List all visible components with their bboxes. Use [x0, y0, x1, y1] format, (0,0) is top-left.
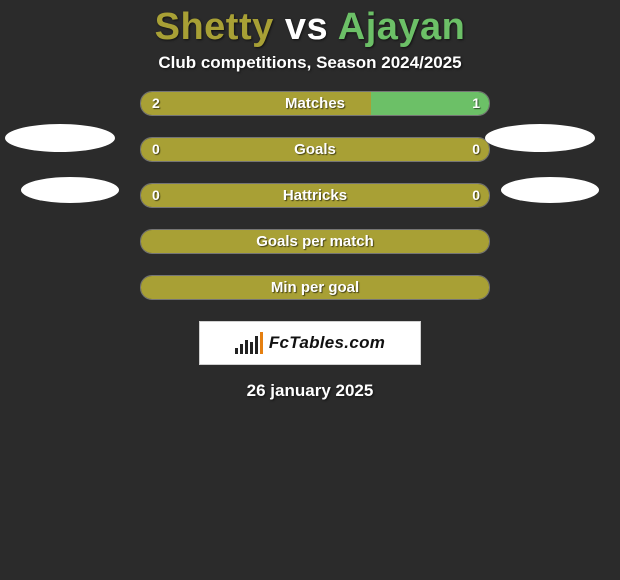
- stat-value-right: 1: [472, 91, 480, 116]
- bars-icon: [235, 332, 265, 354]
- comparison-card: Shetty vs Ajayan Club competitions, Seas…: [0, 0, 620, 580]
- brand-right: Tables.com: [289, 333, 385, 352]
- brand-text: FcTables.com: [269, 333, 385, 353]
- stat-row: 0 0 Hattricks: [0, 183, 620, 208]
- bar-left: [141, 92, 371, 115]
- bar-field: [140, 137, 490, 162]
- title-right: Ajayan: [338, 6, 466, 48]
- brand-box: FcTables.com: [199, 321, 421, 365]
- stat-value-right: 0: [472, 183, 480, 208]
- stat-value-left: 0: [152, 137, 160, 162]
- bar-field: [140, 275, 490, 300]
- bar-left: [141, 276, 489, 299]
- subtitle: Club competitions, Season 2024/2025: [0, 53, 620, 91]
- brand-left: Fc: [269, 333, 289, 352]
- stat-value-left: 0: [152, 183, 160, 208]
- stat-value-left: 2: [152, 91, 160, 116]
- stat-row: Goals per match: [0, 229, 620, 254]
- stat-rows: 2 1 Matches 0 0 Goals 0 0 Hattricks: [0, 91, 620, 300]
- bar-field: [140, 229, 490, 254]
- stat-row: 2 1 Matches: [0, 91, 620, 116]
- date-text: 26 january 2025: [0, 381, 620, 401]
- bar-field: [140, 183, 490, 208]
- bar-left: [141, 230, 489, 253]
- bar-left: [141, 184, 489, 207]
- stat-row: 0 0 Goals: [0, 137, 620, 162]
- bar-left: [141, 138, 489, 161]
- title-vs: vs: [285, 6, 328, 48]
- stat-value-right: 0: [472, 137, 480, 162]
- bar-field: [140, 91, 490, 116]
- title-left: Shetty: [155, 6, 274, 48]
- stat-row: Min per goal: [0, 275, 620, 300]
- page-title: Shetty vs Ajayan: [0, 0, 620, 53]
